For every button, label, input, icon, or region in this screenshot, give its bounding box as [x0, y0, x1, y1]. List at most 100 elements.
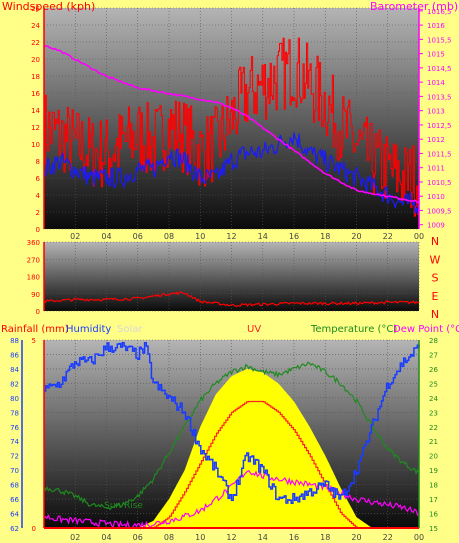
windspeed-tick-label: 2: [36, 209, 40, 217]
barometer-axis-title: Barometer (mb): [370, 0, 458, 13]
direction-tick-label: 360: [27, 239, 40, 247]
wind-gust-line: [44, 37, 420, 217]
humidity-axis: 62 64 66 68 70 72 74 76 78 80 82 84 86 88: [10, 337, 23, 533]
time-tick-label: 08: [164, 232, 174, 241]
temperature-tick-label: 20: [429, 453, 438, 461]
humidity-legend: Humidity: [66, 324, 111, 335]
windspeed-tick-label: 16: [31, 90, 40, 98]
time-tick-label: 10: [195, 533, 205, 542]
time-tick-label: 12: [226, 232, 236, 241]
windspeed-tick-label: 26: [31, 5, 40, 13]
windspeed-tick-label: 18: [31, 73, 40, 81]
solar-legend: Solar: [117, 324, 143, 335]
direction-tick-label: 180: [27, 274, 40, 282]
direction-plot-series: [43, 291, 420, 307]
barometer-line: [43, 44, 420, 204]
barometer-tick-label: 1014,5: [427, 65, 452, 73]
wind-average-line: [43, 132, 420, 214]
barometer-tick-label: 1011,5: [427, 150, 452, 158]
barometer-tick-label: 1009,5: [427, 207, 452, 215]
dewpoint-legend: Dew Point (°C): [393, 324, 459, 335]
temperature-tick-label: 16: [429, 511, 438, 519]
time-tick-label: 22: [383, 533, 393, 542]
wind-direction-line: [43, 291, 420, 307]
climate-time-axis: 02 04 06 08 10 12 14 16 18 20 22 00: [70, 533, 424, 542]
temperature-tick-label: 15: [429, 525, 438, 533]
solar-area: [137, 368, 373, 528]
time-tick-label: 04: [101, 232, 111, 241]
time-tick-label: 02: [70, 232, 80, 241]
humidity-tick-label: 88: [10, 337, 19, 345]
uv-legend: UV: [247, 324, 261, 335]
time-tick-label: 18: [320, 533, 330, 542]
time-tick-label: 08: [164, 533, 174, 542]
time-tick-label: 16: [289, 533, 299, 542]
wind-plot-series: [43, 37, 420, 217]
windspeed-tick-label: 10: [31, 141, 40, 149]
barometer-tick-label: 1013,5: [427, 93, 452, 101]
humidity-tick-label: 84: [10, 366, 19, 374]
temperature-tick-label: 18: [429, 482, 438, 490]
time-tick-label: 14: [258, 533, 268, 542]
time-tick-label: 00: [414, 232, 424, 241]
wind-plot-grid: [44, 7, 420, 230]
barometer-tick-label: 1010,5: [427, 179, 452, 187]
humidity-tick-label: 76: [10, 424, 19, 432]
compass-label: N: [431, 308, 439, 321]
barometer-tick-label: 1015,5: [427, 36, 452, 44]
rainfall-tick-label: 0: [32, 525, 36, 533]
humidity-tick-label: 72: [10, 453, 19, 461]
time-tick-label: 04: [101, 533, 111, 542]
time-tick-label: 14: [258, 232, 268, 241]
barometer-tick-label: 1010: [427, 193, 445, 201]
temperature-tick-label: 22: [429, 424, 438, 432]
time-tick-label: 10: [195, 232, 205, 241]
temperature-tick-label: 27: [429, 351, 438, 359]
time-tick-label: 16: [289, 232, 299, 241]
dewpoint-line: [43, 469, 420, 530]
time-tick-label: 06: [133, 232, 143, 241]
direction-degree-axis: 0 90 180 270 360: [27, 239, 45, 316]
time-tick-label: 18: [320, 232, 330, 241]
wind-time-axis: 02 04 06 08 10 12 14 16 18 20 22 00: [70, 232, 424, 241]
temperature-tick-label: 21: [429, 438, 438, 446]
time-tick-label: 06: [133, 533, 143, 542]
temperature-axis: 15 16 17 18 19 20 21 22 23 24 25 26 27 28: [418, 337, 438, 533]
windspeed-tick-label: 22: [31, 39, 40, 47]
humidity-tick-label: 70: [10, 467, 19, 475]
windspeed-tick-label: 12: [31, 124, 40, 132]
windspeed-tick-label: 14: [31, 107, 40, 115]
windspeed-tick-label: 24: [31, 22, 40, 30]
windspeed-tick-label: 4: [36, 192, 41, 200]
sunrise-annotation: Sun Rise: [104, 501, 143, 511]
temperature-line: [43, 361, 420, 511]
temperature-tick-label: 24: [429, 395, 438, 403]
temperature-tick-label: 26: [429, 366, 438, 374]
temperature-tick-label: 19: [429, 467, 438, 475]
direction-plot-grid: [44, 241, 420, 312]
time-tick-label: 20: [351, 533, 361, 542]
climate-plot-series: [43, 342, 420, 530]
humidity-tick-label: 64: [10, 511, 19, 519]
barometer-tick-label: 1014: [427, 79, 445, 87]
barometer-tick-label: 1012: [427, 136, 445, 144]
temperature-tick-label: 25: [429, 380, 438, 388]
time-tick-label: 12: [226, 533, 236, 542]
barometer-tick-label: 1009: [427, 222, 445, 230]
barometer-tick-label: 1016,5: [427, 8, 452, 16]
humidity-tick-label: 82: [10, 380, 19, 388]
rainfall-legend: Rainfall (mm): [1, 324, 69, 335]
compass-label: N: [431, 235, 439, 248]
barometer-tick-label: 1011: [427, 165, 445, 173]
humidity-tick-label: 86: [10, 351, 19, 359]
direction-tick-label: 270: [27, 256, 40, 264]
windspeed-tick-label: 20: [31, 56, 40, 64]
rainfall-tick-label: 5: [32, 337, 36, 345]
time-tick-label: 00: [414, 533, 424, 542]
time-tick-label: 20: [351, 232, 361, 241]
barometer-axis: 1009 1009,5 1010 1010,5 1011 1011,5 1012 1012,5…: [418, 8, 452, 230]
barometer-tick-label: 1012,5: [427, 122, 452, 130]
humidity-tick-label: 80: [10, 395, 19, 403]
